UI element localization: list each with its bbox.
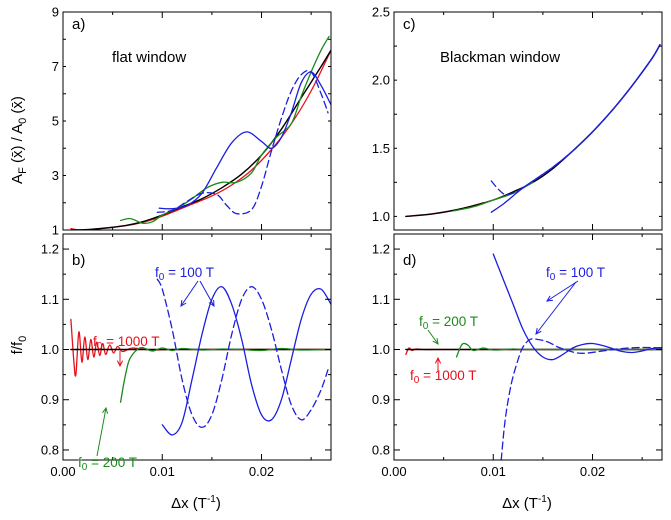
- series-a-f0-1000-t: [70, 49, 331, 230]
- y-tick-label: 1.0: [372, 209, 390, 224]
- leader-d-100-solid-head: [546, 295, 554, 302]
- series-a-f0-100-t-dashed: [156, 69, 329, 215]
- series-c-f0-1000-t: [405, 202, 484, 218]
- y-tick-label: 5: [52, 114, 59, 129]
- x-tick-label: 0.00: [50, 464, 75, 479]
- panel-d: 0.00 0.01 0.02 0.8 0.9 1.0 1.1 1.2: [372, 233, 663, 479]
- annotation-b-f0-1000: f0 = 1000 T: [93, 334, 160, 352]
- y-tick-label: 1.0: [372, 342, 390, 357]
- annotation-d-f0-200: f0 = 200 T: [419, 314, 478, 332]
- leader-b-100-solid: [199, 280, 215, 307]
- y-tick-label: 0.9: [41, 392, 59, 407]
- series-c-f0-100-t: [490, 44, 661, 213]
- series-d-f0-100-t-dashed: [500, 338, 662, 460]
- panel-a-title: flat window: [112, 49, 186, 66]
- x-tick-label: 0.01: [481, 464, 506, 479]
- leader-b-100-dashed-head: [180, 299, 187, 307]
- panel-a-letter: a): [72, 16, 85, 33]
- leader-b-200-head: [102, 406, 109, 414]
- y-tick-label: 1.1: [41, 292, 59, 307]
- series-d-f0-100-t: [492, 253, 662, 361]
- panel-d-letter: d): [403, 252, 416, 269]
- x-axis-label-right: Δx (T-1): [502, 494, 552, 512]
- series-a-f0-200-t: [119, 35, 330, 225]
- series-a-f0-100-t: [158, 71, 331, 210]
- x-tick-label: 0.01: [150, 464, 175, 479]
- series-d-f0-200-t: [455, 342, 662, 358]
- panel-d-frame: [393, 233, 663, 461]
- leader-d-100-solid: [546, 280, 579, 302]
- panel-c: 1.0 1.5 2.0 2.5: [372, 5, 663, 231]
- series-b-f0-100-t: [161, 286, 331, 436]
- panel-c-letter: c): [403, 16, 416, 33]
- annotation-b-f0-200: f0 = 200 T: [78, 455, 137, 473]
- y-tick-label: 0.9: [372, 392, 390, 407]
- series-b-f0-100-t-dashed: [156, 278, 329, 429]
- y-tick-label: 1.1: [372, 292, 390, 307]
- panel-b-frame: [62, 233, 332, 461]
- panel-a-series: [70, 35, 331, 230]
- annotation-leaders: [96, 280, 579, 457]
- annotation-b-f0-100: f0 = 100 T: [155, 265, 214, 283]
- leader-d-100-dashed-head: [535, 328, 542, 335]
- x-tick-label: 0.02: [249, 464, 274, 479]
- y-tick-label: 9: [52, 5, 59, 20]
- leader-d-1000-head: [434, 356, 442, 364]
- panel-a-frame: [62, 11, 332, 231]
- leader-b-200: [96, 407, 107, 457]
- leader-b-1000-head: [116, 360, 124, 368]
- panel-b-series: [70, 278, 331, 436]
- annotation-d-f0-100: f0 = 100 T: [546, 265, 605, 283]
- series-b-f0-200-t: [119, 346, 331, 403]
- y-tick-label: 1.2: [372, 242, 390, 257]
- x-axis-label-left: Δx (T-1): [171, 494, 221, 512]
- y-tick-label: 0.8: [41, 442, 59, 457]
- y-tick-label: 2.5: [372, 5, 390, 20]
- leader-d-200-head: [432, 338, 439, 345]
- panel-d-series: [405, 253, 662, 460]
- leader-b-100-solid-head: [208, 299, 215, 308]
- panel-a: 1 3 5 7 9: [52, 5, 332, 238]
- panel-b-letter: b): [72, 252, 85, 269]
- y-tick-label: 1.0: [41, 342, 59, 357]
- y-tick-label: 7: [52, 59, 59, 74]
- y-tick-label: 1: [52, 223, 59, 238]
- panel-b: 0.00 0.01 0.02 0.8 0.9 1.0 1.1 1.2: [41, 233, 332, 479]
- panel-c-title: Blackman window: [440, 49, 560, 66]
- annotation-d-f0-1000: f0 = 1000 T: [410, 368, 477, 386]
- series-b-f0-1000-t: [70, 318, 331, 377]
- y-tick-label: 1.2: [41, 242, 59, 257]
- series-a-exact: [70, 49, 331, 230]
- y-axis-label-top: AF (x̄) / A0 (x̄): [9, 96, 29, 184]
- leader-d-100-dashed: [535, 281, 577, 335]
- series-c-f0-100-t-dashed: [490, 44, 661, 196]
- series-c-f0-200-t: [452, 181, 534, 212]
- leader-b-100-dashed: [180, 280, 199, 307]
- y-tick-label: 1.5: [372, 141, 390, 156]
- panel-c-frame: [393, 11, 663, 231]
- y-tick-label: 2.0: [372, 73, 390, 88]
- leader-d-200: [427, 329, 439, 345]
- y-tick-label: 0.8: [372, 442, 390, 457]
- panel-c-series: [405, 44, 661, 218]
- x-tick-label: 0.00: [381, 464, 406, 479]
- y-axis-label-bottom: f/f0: [9, 336, 29, 355]
- series-c-exact: [405, 44, 661, 218]
- x-tick-label: 0.02: [580, 464, 605, 479]
- y-tick-label: 3: [52, 168, 59, 183]
